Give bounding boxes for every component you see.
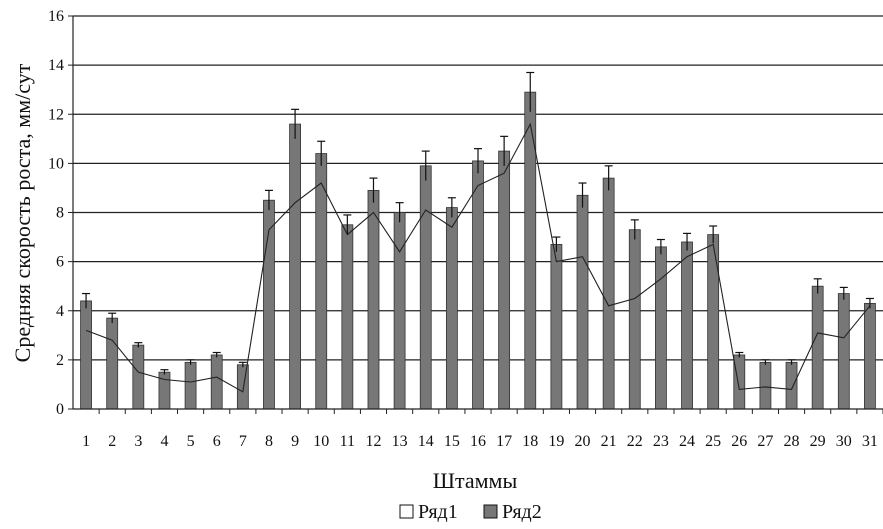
- legend-swatch-series-2: [483, 504, 498, 519]
- y-tick-label: 16: [48, 8, 64, 25]
- legend-label-series-1: Ряд1: [418, 501, 458, 523]
- bar: [289, 123, 301, 410]
- error-bars: [82, 71, 874, 375]
- x-tick-label: 12: [365, 433, 381, 450]
- x-tick-label: 18: [522, 433, 538, 450]
- x-tick-label: 27: [757, 433, 773, 450]
- bar: [132, 344, 145, 410]
- bar: [184, 361, 197, 410]
- y-tick-label: 6: [56, 254, 64, 271]
- bar: [341, 224, 354, 410]
- x-tick-label: 9: [291, 433, 299, 450]
- bar: [158, 371, 171, 410]
- y-tick-label: 2: [56, 352, 64, 369]
- bar: [524, 91, 537, 410]
- x-tick-label: 17: [496, 433, 512, 450]
- bar: [315, 153, 328, 410]
- x-tick-label: 29: [810, 433, 826, 450]
- bar: [445, 207, 458, 410]
- x-tick-label: 3: [134, 433, 142, 450]
- x-tick-label: 16: [470, 433, 486, 450]
- x-tick-label: 13: [392, 433, 408, 450]
- bar: [628, 229, 641, 410]
- x-tick-label: 24: [679, 433, 695, 450]
- axes: [68, 15, 883, 414]
- bar: [733, 354, 746, 410]
- x-tick-label: 30: [836, 433, 852, 450]
- bar: [759, 361, 772, 410]
- x-tick-label: 25: [705, 433, 721, 450]
- series-line: [85, 122, 871, 393]
- x-tick-label: 2: [108, 433, 116, 450]
- x-tick-labels: 1 2 3 4 5 6 7 8 9 10 11 12 13 14 15 16 17 18 19 20 21 22 23 24 2…: [82, 433, 878, 450]
- legend-label-series-2: Ряд2: [502, 501, 542, 523]
- bar: [550, 244, 563, 410]
- x-tick-label: 4: [160, 433, 168, 450]
- y-tick-label: 8: [56, 205, 64, 222]
- bar: [393, 212, 406, 410]
- y-tick-label: 14: [48, 57, 64, 74]
- bar-series: [80, 91, 876, 410]
- line-series: [85, 122, 871, 393]
- x-tick-label: 14: [418, 433, 434, 450]
- bar: [210, 354, 223, 410]
- bar: [80, 300, 92, 410]
- bar: [837, 293, 850, 410]
- bar: [419, 165, 432, 410]
- x-tick-label: 23: [653, 433, 669, 450]
- x-tick-label: 31: [862, 433, 878, 450]
- bar: [707, 234, 720, 410]
- x-axis-title: Штаммы: [433, 468, 518, 493]
- x-tick-label: 28: [784, 433, 800, 450]
- y-tick-label: 10: [48, 155, 64, 172]
- y-tick-label: 0: [56, 401, 64, 418]
- x-tick-label: 7: [239, 433, 247, 450]
- bar: [655, 246, 667, 410]
- y-tick-label: 4: [56, 303, 64, 320]
- x-tick-label: 21: [601, 433, 617, 450]
- x-tick-label: 5: [187, 433, 195, 450]
- x-tick-label: 26: [731, 433, 747, 450]
- bar: [785, 361, 798, 410]
- x-tick-label: 1: [82, 433, 90, 450]
- x-tick-label: 6: [213, 433, 221, 450]
- bar: [811, 285, 824, 410]
- x-tick-label: 11: [340, 433, 355, 450]
- legend-swatch-series-1: [399, 504, 414, 519]
- bar: [367, 189, 380, 410]
- bar: [472, 160, 484, 410]
- bar: [576, 194, 589, 410]
- y-axis-title: Средняя скорость роста, мм/сут: [10, 63, 35, 362]
- x-tick-label: 19: [548, 433, 564, 450]
- bar: [602, 177, 615, 410]
- x-tick-label: 8: [265, 433, 273, 450]
- y-tick-label: 12: [48, 106, 64, 123]
- bar: [498, 150, 511, 410]
- x-tick-label: 20: [575, 433, 591, 450]
- x-tick-label: 22: [627, 433, 643, 450]
- legend: Ряд1 Ряд2: [399, 501, 542, 523]
- bar: [106, 317, 119, 410]
- bar: [236, 364, 249, 410]
- bar: [681, 241, 693, 410]
- x-tick-label: 10: [313, 433, 329, 450]
- bar: [864, 302, 876, 410]
- y-tick-labels: 0 2 4 6 8 10 12 14 16: [48, 8, 64, 418]
- x-tick-label: 15: [444, 433, 460, 450]
